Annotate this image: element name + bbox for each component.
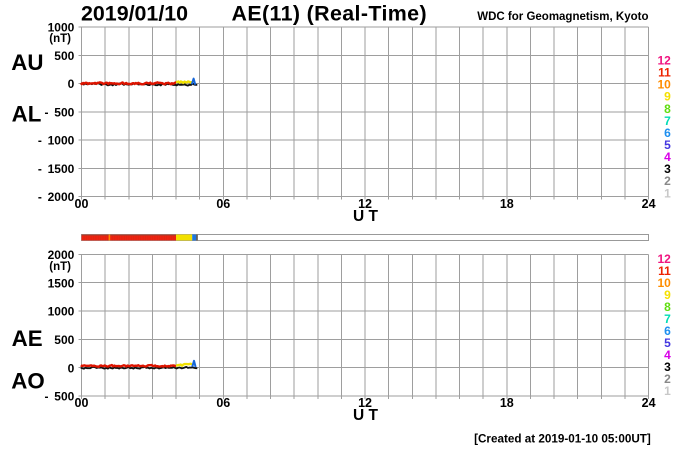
- svg-text:3: 3: [664, 360, 671, 374]
- svg-text:(nT): (nT): [49, 33, 71, 45]
- svg-text:9: 9: [664, 288, 671, 302]
- svg-text:U T: U T: [353, 407, 379, 424]
- svg-text:0: 0: [68, 361, 75, 375]
- svg-text:AE(11) (Real-Time): AE(11) (Real-Time): [232, 2, 427, 26]
- svg-text:1500: 1500: [48, 276, 75, 290]
- svg-text:12: 12: [358, 197, 372, 211]
- svg-text:3: 3: [664, 162, 671, 176]
- svg-text:WDC for Geomagnetism, Kyoto: WDC for Geomagnetism, Kyoto: [477, 11, 648, 23]
- svg-text:12: 12: [657, 252, 671, 266]
- svg-text:- 1000: - 1000: [38, 134, 75, 148]
- svg-text:06: 06: [216, 197, 230, 211]
- svg-text:U T: U T: [353, 208, 379, 225]
- svg-text:10: 10: [657, 78, 671, 92]
- svg-text:11: 11: [658, 66, 671, 80]
- svg-text:1: 1: [664, 384, 671, 398]
- svg-text:500: 500: [54, 333, 74, 347]
- svg-text:4: 4: [664, 348, 671, 362]
- svg-text:11: 11: [658, 264, 671, 278]
- svg-text:6: 6: [664, 126, 671, 140]
- svg-text:2019/01/10: 2019/01/10: [81, 2, 188, 26]
- svg-text:12: 12: [358, 396, 372, 410]
- svg-text:7: 7: [664, 114, 671, 128]
- svg-text:2: 2: [664, 372, 671, 386]
- svg-text:- 500: - 500: [45, 105, 75, 119]
- svg-text:(nT): (nT): [49, 261, 71, 273]
- svg-text:00: 00: [75, 197, 89, 211]
- svg-text:24: 24: [642, 396, 656, 410]
- svg-text:2000: 2000: [48, 248, 75, 262]
- svg-text:00: 00: [75, 396, 89, 410]
- svg-text:6: 6: [664, 324, 671, 338]
- svg-text:1: 1: [664, 186, 671, 200]
- svg-text:24: 24: [642, 197, 656, 211]
- svg-text:AO: AO: [11, 369, 44, 394]
- svg-text:2: 2: [664, 174, 671, 188]
- svg-text:AU: AU: [11, 50, 43, 75]
- svg-text:10: 10: [657, 276, 671, 290]
- svg-text:8: 8: [664, 300, 671, 314]
- svg-text:[Created at 2019-01-10 05:00UT: [Created at 2019-01-10 05:00UT]: [474, 433, 651, 446]
- svg-text:5: 5: [664, 336, 671, 350]
- svg-text:7: 7: [664, 312, 671, 326]
- svg-text:4: 4: [664, 150, 671, 164]
- svg-text:1000: 1000: [48, 21, 75, 35]
- svg-text:18: 18: [500, 396, 514, 410]
- svg-text:9: 9: [664, 90, 671, 104]
- svg-text:- 1500: - 1500: [38, 162, 75, 176]
- svg-text:0: 0: [68, 77, 75, 91]
- svg-text:500: 500: [54, 49, 74, 63]
- svg-text:18: 18: [500, 197, 514, 211]
- svg-text:- 2000: - 2000: [38, 190, 75, 204]
- svg-text:12: 12: [657, 54, 671, 68]
- svg-text:1000: 1000: [48, 305, 75, 319]
- svg-text:- 500: - 500: [45, 390, 75, 404]
- svg-text:8: 8: [664, 102, 671, 116]
- svg-text:AL: AL: [12, 101, 42, 126]
- svg-text:AE: AE: [12, 326, 43, 351]
- svg-text:06: 06: [216, 396, 230, 410]
- svg-text:5: 5: [664, 138, 671, 152]
